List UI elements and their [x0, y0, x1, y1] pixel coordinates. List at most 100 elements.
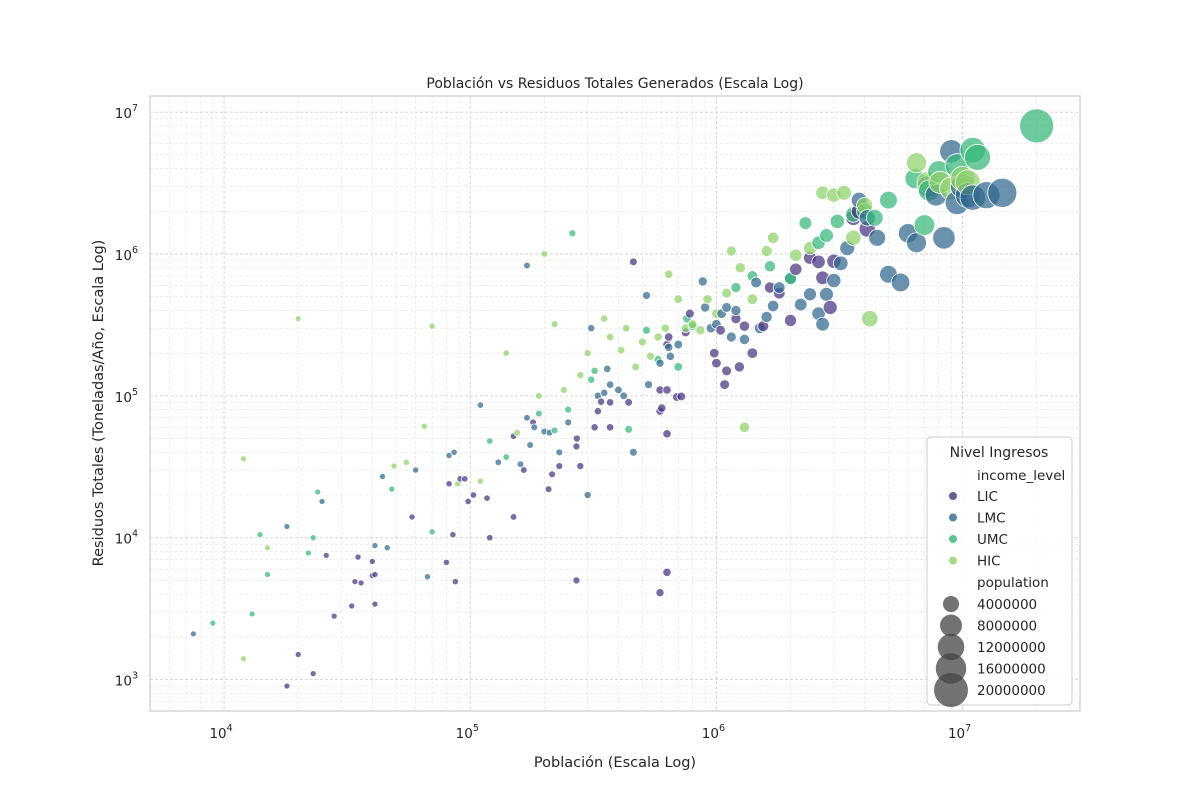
data-point-hic	[725, 245, 737, 257]
data-point-lic	[348, 602, 356, 610]
data-point-hic	[420, 422, 428, 430]
legend-hue-title: income_level	[977, 468, 1065, 484]
data-point-lmc	[530, 423, 539, 432]
data-point-umc	[428, 528, 436, 536]
data-point-umc	[624, 425, 633, 434]
data-point-lmc	[868, 228, 887, 247]
data-point-umc	[568, 229, 577, 238]
data-point-lic	[572, 442, 581, 451]
data-point-lmc	[412, 466, 420, 474]
legend-hue-entries: LIC LMC UMC HIC	[949, 489, 1008, 570]
data-point-lmc	[605, 380, 615, 389]
x-tick-label: 105	[456, 723, 479, 742]
data-point-lmc	[833, 255, 849, 272]
data-point-lic	[596, 397, 606, 406]
data-point-lmc	[564, 418, 573, 427]
data-point-hic	[646, 351, 656, 361]
data-point-lic	[746, 347, 759, 359]
data-point-lmc	[890, 272, 911, 293]
data-point-hic	[605, 332, 615, 342]
data-point-lmc	[665, 351, 676, 361]
data-point-umc	[256, 531, 264, 539]
data-point-lmc	[772, 281, 786, 294]
data-point-umc	[829, 213, 845, 229]
x-tick-label: 104	[209, 723, 232, 742]
data-point-lic	[555, 462, 564, 470]
data-point-umc	[564, 405, 573, 414]
data-point-hic	[428, 322, 436, 330]
data-point-lic	[662, 567, 672, 577]
y-tick-label: 106	[115, 245, 138, 264]
chart-title: Población vs Residuos Totales Generados …	[426, 76, 803, 92]
data-point-umc	[535, 409, 543, 418]
data-point-hic	[390, 462, 398, 470]
data-point-umc	[550, 426, 559, 435]
data-point-lmc	[803, 287, 817, 302]
data-point-lic	[733, 361, 745, 373]
data-point-hic	[540, 250, 549, 258]
data-point-hic	[535, 392, 543, 400]
data-point-umc	[879, 190, 898, 210]
data-point-hic	[600, 314, 609, 323]
data-point-lmc	[819, 286, 834, 302]
data-point-hic	[660, 323, 670, 333]
y-tick-label: 103	[115, 671, 138, 690]
legend-size-title: population	[977, 575, 1049, 591]
data-point-lic	[451, 578, 459, 586]
x-tick-label: 107	[948, 723, 971, 742]
data-point-lic	[368, 557, 376, 565]
legend-title: Nivel Ingresos	[950, 445, 1049, 461]
data-point-lic	[483, 494, 491, 502]
data-point-umc	[730, 282, 742, 294]
data-point-hic	[631, 362, 641, 372]
data-point-hic	[550, 320, 559, 329]
legend-size-marker	[937, 633, 965, 661]
legend-size-entries: 4000000 8000000 12000000 16000000 20000000	[934, 595, 1046, 707]
legend-label-lic: LIC	[977, 489, 998, 505]
data-point-lmc	[619, 391, 628, 401]
data-point-lmc	[721, 302, 732, 313]
data-point-lmc	[189, 630, 197, 638]
data-point-umc	[913, 214, 936, 236]
legend: Nivel Ingresos income_level LIC LMC UMC HIC…	[926, 436, 1073, 707]
data-point-lic	[684, 308, 695, 319]
data-point-lic	[469, 491, 478, 499]
data-point-lmc	[494, 458, 502, 466]
data-point-lmc	[793, 297, 808, 312]
data-point-lic	[351, 578, 359, 586]
data-point-lmc	[730, 304, 742, 316]
data-point-lic	[789, 262, 803, 276]
data-point-hic	[845, 229, 862, 246]
data-point-lic	[330, 612, 338, 620]
data-point-lmc	[987, 177, 1018, 208]
data-point-lic	[520, 466, 528, 474]
legend-marker-lic	[949, 492, 957, 500]
data-point-lic	[442, 558, 450, 566]
data-point-lic	[719, 379, 730, 390]
legend-size-label: 8000000	[977, 619, 1037, 635]
x-tick-label: 106	[702, 723, 725, 742]
data-point-lic	[657, 403, 667, 413]
data-point-lic	[676, 391, 687, 402]
data-point-lic	[294, 651, 302, 659]
axis-ticks: 104 105 106 107 103 104 105 106 107	[115, 103, 971, 742]
data-point-hic	[637, 337, 647, 347]
data-point-lmc	[555, 448, 564, 457]
data-point-lmc	[450, 448, 458, 456]
data-point-lic	[464, 497, 472, 506]
legend-marker-hic	[949, 556, 957, 565]
data-point-hic	[738, 421, 751, 433]
data-point-lmc	[476, 401, 485, 409]
data-point-umc	[587, 375, 596, 384]
data-point-lic	[784, 313, 797, 327]
data-point-hic	[294, 315, 302, 323]
data-point-umc	[673, 362, 684, 372]
data-point-lmc	[583, 490, 592, 500]
data-point-lmc	[906, 232, 927, 254]
data-point-lic	[486, 534, 494, 542]
data-point-umc	[642, 325, 651, 335]
data-point-hic	[746, 293, 759, 305]
data-point-umc	[388, 485, 396, 493]
data-point-lic	[461, 475, 469, 483]
